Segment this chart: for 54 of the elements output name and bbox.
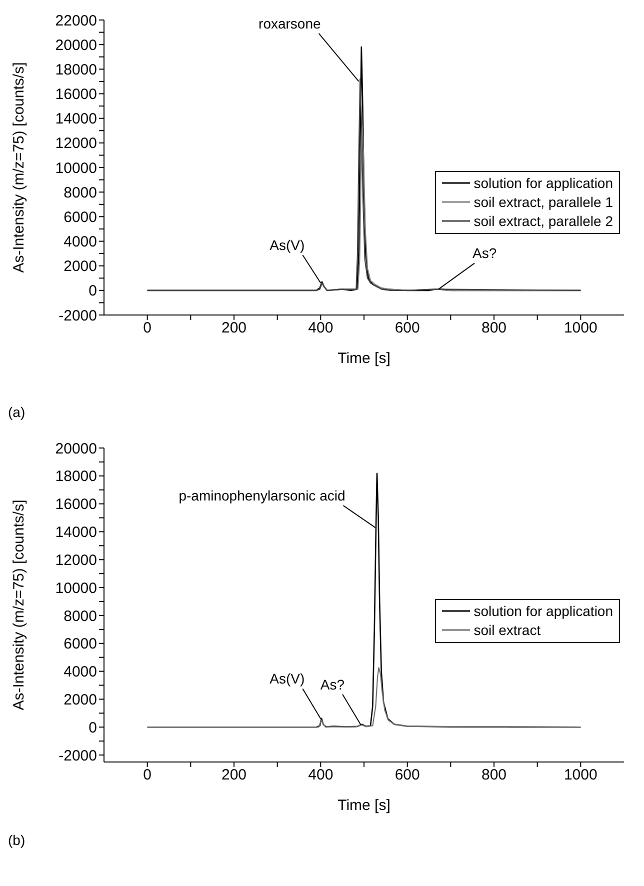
legend-label: solution for application bbox=[474, 602, 613, 621]
x-tick-label: 400 bbox=[308, 766, 334, 784]
annotation: As? bbox=[472, 245, 497, 262]
y-tick-label: 16000 bbox=[55, 496, 97, 514]
y-tick-label: -2000 bbox=[58, 747, 97, 764]
annotation: As(V) bbox=[270, 670, 305, 687]
y-axis-title: As-Intensity (m/z=75) [counts/s] bbox=[10, 500, 28, 710]
y-tick-label: 10000 bbox=[55, 160, 97, 177]
y-tick-label: 0 bbox=[88, 282, 97, 300]
y-tick-label: 6000 bbox=[64, 636, 97, 653]
x-tick-label: 800 bbox=[481, 320, 507, 337]
annotation: As(V) bbox=[270, 237, 305, 254]
y-tick-label: 2000 bbox=[64, 258, 97, 276]
y-tick-label: 6000 bbox=[64, 208, 97, 226]
y-tick-label: 10000 bbox=[55, 580, 97, 597]
y-tick-label: 8000 bbox=[64, 184, 97, 202]
y-tick-label: 8000 bbox=[64, 608, 97, 625]
y-axis-title: As-Intensity (m/z=75) [counts/s] bbox=[10, 62, 28, 273]
x-tick-label: 1000 bbox=[564, 320, 598, 337]
y-tick-label: 22000 bbox=[55, 12, 97, 30]
y-tick-label: 20000 bbox=[55, 36, 97, 54]
y-tick-label: 18000 bbox=[55, 468, 97, 486]
y-tick-label: 4000 bbox=[64, 664, 97, 681]
x-axis-title: Time [s] bbox=[338, 797, 390, 814]
text: (b) bbox=[8, 832, 26, 848]
x-tick-label: 600 bbox=[394, 766, 420, 784]
x-tick-label: 800 bbox=[481, 766, 507, 784]
x-tick-label: 400 bbox=[308, 320, 334, 337]
annotation: p-aminophenylarsonic acid bbox=[178, 488, 346, 504]
y-tick-label: 18000 bbox=[55, 61, 97, 78]
y-tick-label: 12000 bbox=[55, 552, 97, 569]
y-tick-label: -2000 bbox=[58, 307, 97, 324]
y-tick-label: 2000 bbox=[64, 692, 97, 709]
legend-label: soil extract, parallele 2 bbox=[474, 212, 613, 231]
y-tick-label: 4000 bbox=[64, 234, 97, 251]
x-tick-label: 1000 bbox=[564, 766, 598, 784]
legend-label: soil extract, parallele 1 bbox=[474, 192, 613, 212]
y-tick-label: 14000 bbox=[55, 524, 97, 542]
x-tick-label: 200 bbox=[221, 766, 247, 784]
y-tick-label: 12000 bbox=[55, 135, 97, 152]
text: (a) bbox=[8, 404, 26, 420]
y-tick-label: 20000 bbox=[55, 440, 97, 458]
x-tick-label: 0 bbox=[143, 320, 152, 337]
x-tick-label: 600 bbox=[394, 320, 420, 337]
annotation: roxarsone bbox=[258, 15, 322, 32]
legend-label: soil extract bbox=[474, 620, 541, 640]
y-tick-label: 0 bbox=[88, 719, 97, 736]
legend-label: solution for application bbox=[474, 174, 613, 193]
annotation: As? bbox=[320, 676, 345, 692]
x-tick-label: 0 bbox=[143, 766, 152, 784]
y-tick-label: 16000 bbox=[55, 86, 97, 104]
x-tick-label: 200 bbox=[221, 320, 247, 337]
x-axis-title: Time [s] bbox=[338, 350, 390, 367]
y-tick-label: 14000 bbox=[55, 110, 97, 128]
